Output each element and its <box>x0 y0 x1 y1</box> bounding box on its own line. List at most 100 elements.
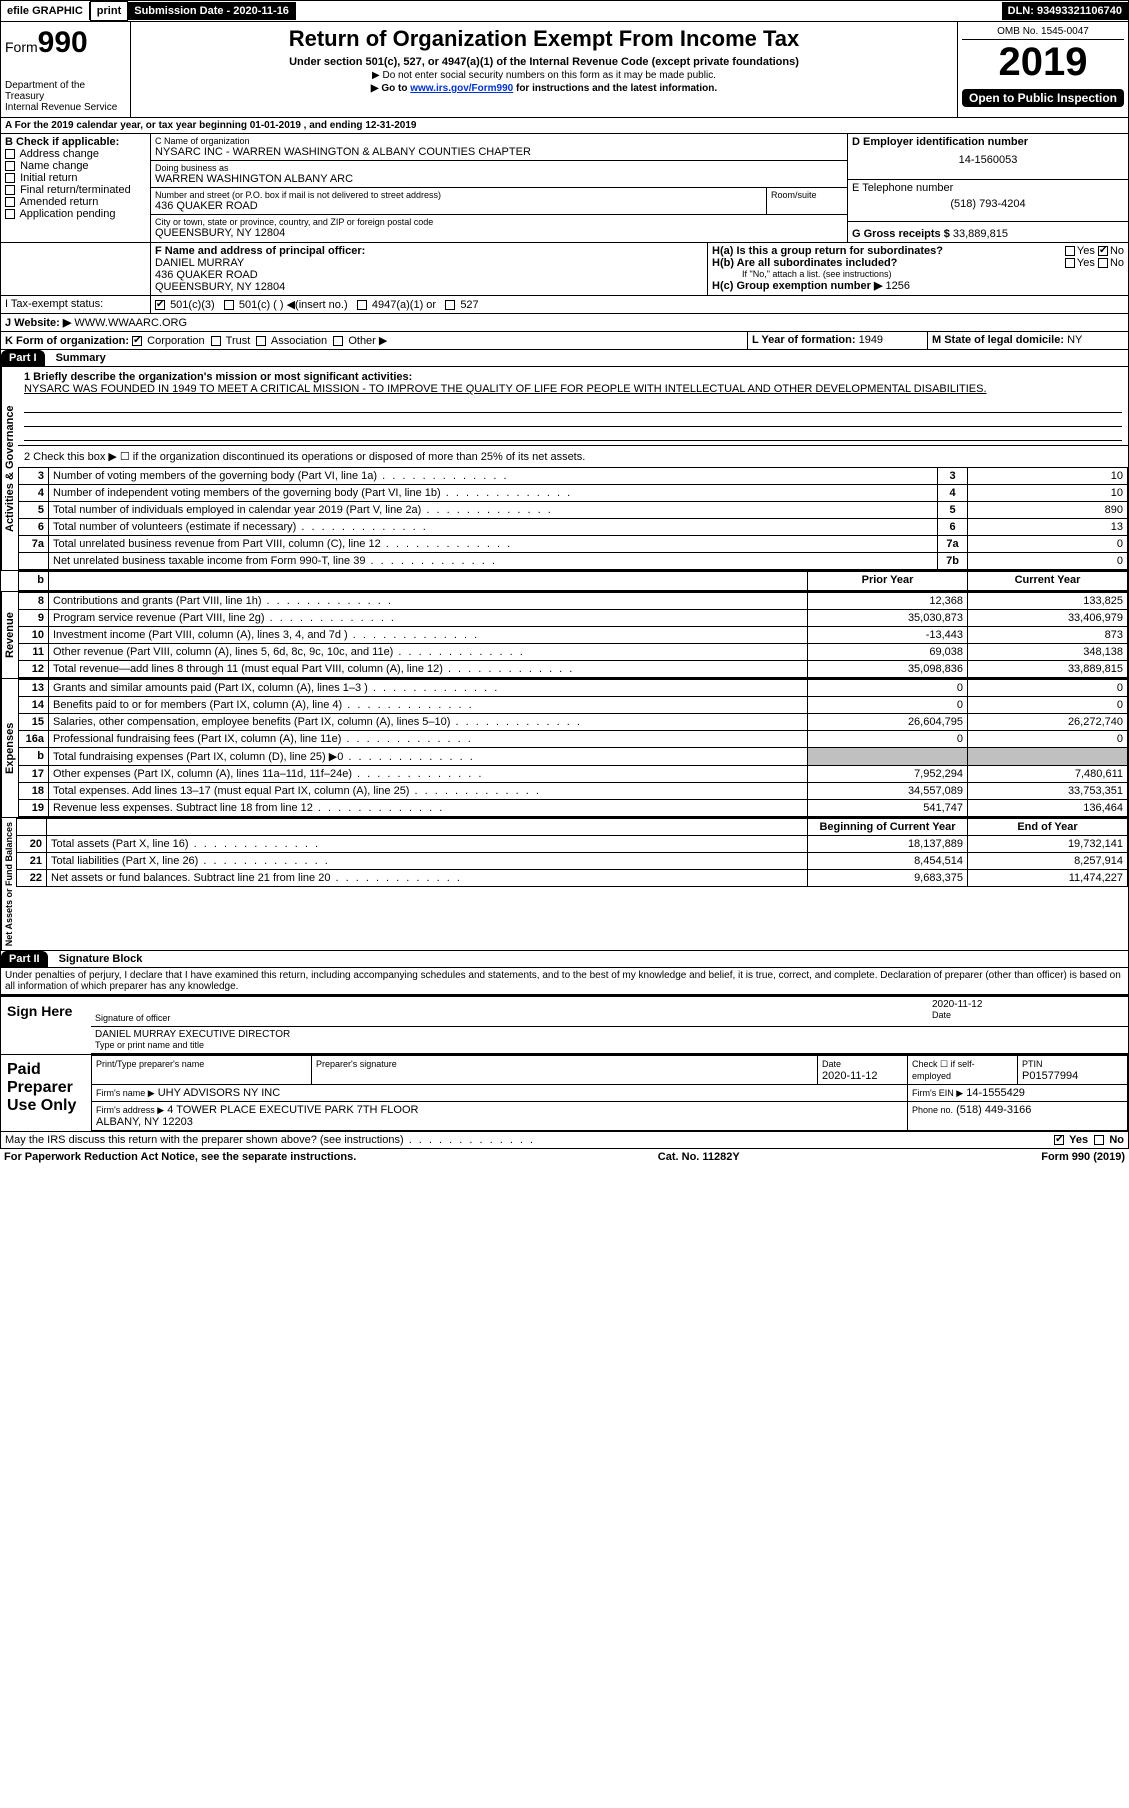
row-current: 133,825 <box>968 593 1128 610</box>
check-address-change[interactable]: Address change <box>5 148 146 160</box>
may-irs-no[interactable] <box>1094 1135 1104 1145</box>
may-irs-yes[interactable] <box>1054 1135 1064 1145</box>
gross-receipts-value: 33,889,815 <box>953 228 1008 240</box>
row-prior: 34,557,089 <box>808 783 968 800</box>
row-num: 15 <box>19 714 49 731</box>
row-current: 0 <box>968 697 1128 714</box>
check-501c[interactable] <box>224 300 234 310</box>
check-association[interactable] <box>256 336 266 346</box>
dept-label: Department of the Treasury Internal Reve… <box>5 80 126 113</box>
row-current: 33,889,815 <box>968 661 1128 678</box>
check-name-change[interactable]: Name change <box>5 160 146 172</box>
row-num: 20 <box>17 836 47 853</box>
sig-date-label: Date <box>932 1010 951 1020</box>
ein-label: D Employer identification number <box>852 136 1124 148</box>
prep-name-label: Print/Type preparer's name <box>96 1059 204 1069</box>
row-text: Total number of volunteers (estimate if … <box>49 519 938 536</box>
row-text: Professional fundraising fees (Part IX, … <box>49 731 808 748</box>
row-current: 33,406,979 <box>968 610 1128 627</box>
row-num: 3 <box>19 468 49 485</box>
row-num: 14 <box>19 697 49 714</box>
state-domicile: NY <box>1067 334 1082 346</box>
org-name: NYSARC INC - WARREN WASHINGTON & ALBANY … <box>155 146 843 158</box>
row-num <box>19 553 49 570</box>
subtitle-3: ▶ Go to www.irs.gov/Form990 for instruct… <box>135 83 953 94</box>
row-num: 16a <box>19 731 49 748</box>
row-num: 12 <box>19 661 49 678</box>
check-4947[interactable] <box>357 300 367 310</box>
prep-date-label: Date <box>822 1059 841 1069</box>
officer-name: DANIEL MURRAY <box>155 257 703 269</box>
part-2-header-row: Part II Signature Block <box>0 951 1129 968</box>
footer-right: Form 990 (2019) <box>1041 1151 1125 1163</box>
side-expenses: Expenses <box>1 679 18 817</box>
form-org-row: K Form of organization: Corporation Trus… <box>0 332 1129 350</box>
org-name-label: C Name of organization <box>155 136 843 146</box>
check-other[interactable] <box>333 336 343 346</box>
check-trust[interactable] <box>211 336 221 346</box>
subtitle-1: Under section 501(c), 527, or 4947(a)(1)… <box>135 56 953 68</box>
sig-date: 2020-11-12 <box>932 999 1124 1010</box>
subtitle-2: ▶ Do not enter social security numbers o… <box>135 70 953 81</box>
prep-sig-label: Preparer's signature <box>316 1059 397 1069</box>
check-final-return[interactable]: Final return/terminated <box>5 184 146 196</box>
line-2: 2 Check this box ▶ ☐ if the organization… <box>18 446 1128 467</box>
sig-officer-label: Signature of officer <box>95 1013 170 1023</box>
row-text: Total fundraising expenses (Part IX, col… <box>49 748 808 766</box>
row-text: Number of voting members of the governin… <box>49 468 938 485</box>
street-label: Number and street (or P.O. box if mail i… <box>155 190 762 200</box>
year-formation: 1949 <box>859 334 883 346</box>
side-governance: Activities & Governance <box>1 367 18 570</box>
h-c: H(c) Group exemption number ▶ 1256 <box>712 279 1124 292</box>
row-text: Total number of individuals employed in … <box>49 502 938 519</box>
row-prior: 0 <box>808 731 968 748</box>
print-button[interactable]: print <box>90 1 128 21</box>
check-527[interactable] <box>445 300 455 310</box>
check-501c3[interactable] <box>155 300 165 310</box>
row-prior: 35,030,873 <box>808 610 968 627</box>
row-num: 6 <box>19 519 49 536</box>
firm-name-label: Firm's name ▶ <box>96 1088 155 1098</box>
omb-number: OMB No. 1545-0047 <box>962 26 1124 40</box>
row-prior: -13,443 <box>808 627 968 644</box>
irs-link[interactable]: www.irs.gov/Form990 <box>410 83 513 94</box>
city-label: City or town, state or province, country… <box>155 217 843 227</box>
officer-street: 436 QUAKER ROAD <box>155 269 703 281</box>
row-text: Other revenue (Part VIII, column (A), li… <box>49 644 808 661</box>
row-current: 11,474,227 <box>968 870 1128 887</box>
footer-left: For Paperwork Reduction Act Notice, see … <box>4 1151 356 1163</box>
footer: For Paperwork Reduction Act Notice, see … <box>0 1149 1129 1165</box>
row-idx: 4 <box>938 485 968 502</box>
row-text: Net assets or fund balances. Subtract li… <box>47 870 808 887</box>
check-application-pending[interactable]: Application pending <box>5 208 146 220</box>
footer-mid: Cat. No. 11282Y <box>658 1151 740 1163</box>
row-idx: 7a <box>938 536 968 553</box>
row-num: b <box>19 748 49 766</box>
officer-name-title: DANIEL MURRAY EXECUTIVE DIRECTOR <box>95 1029 1124 1040</box>
officer-city: QUEENSBURY, NY 12804 <box>155 281 703 293</box>
side-netassets: Net Assets or Fund Balances <box>1 818 16 950</box>
efile-label: efile GRAPHIC <box>1 2 90 20</box>
check-corporation[interactable] <box>132 336 142 346</box>
declaration: Under penalties of perjury, I declare th… <box>0 968 1129 995</box>
row-num: 8 <box>19 593 49 610</box>
row-current <box>968 748 1128 766</box>
line-1-label: 1 Briefly describe the organization's mi… <box>24 371 1122 383</box>
part-2-title: Signature Block <box>51 953 143 965</box>
governance-table: 3 Number of voting members of the govern… <box>18 467 1128 570</box>
row-prior: 69,038 <box>808 644 968 661</box>
prep-check-label: Check ☐ if self-employed <box>912 1059 975 1081</box>
section-a: A For the 2019 calendar year, or tax yea… <box>0 118 1129 134</box>
row-text: Grants and similar amounts paid (Part IX… <box>49 680 808 697</box>
row-num: 13 <box>19 680 49 697</box>
part-2-badge: Part II <box>1 951 48 967</box>
check-initial-return[interactable]: Initial return <box>5 172 146 184</box>
row-current: 0 <box>968 680 1128 697</box>
row-idx: 7b <box>938 553 968 570</box>
row-text: Contributions and grants (Part VIII, lin… <box>49 593 808 610</box>
entity-block: B Check if applicable: Address change Na… <box>0 134 1129 243</box>
check-amended-return[interactable]: Amended return <box>5 196 146 208</box>
form-title: Return of Organization Exempt From Incom… <box>135 26 953 52</box>
website-row: J Website: ▶ WWW.WWAARC.ORG <box>0 314 1129 332</box>
h-b: H(b) Are all subordinates included? Yes … <box>712 257 1124 269</box>
